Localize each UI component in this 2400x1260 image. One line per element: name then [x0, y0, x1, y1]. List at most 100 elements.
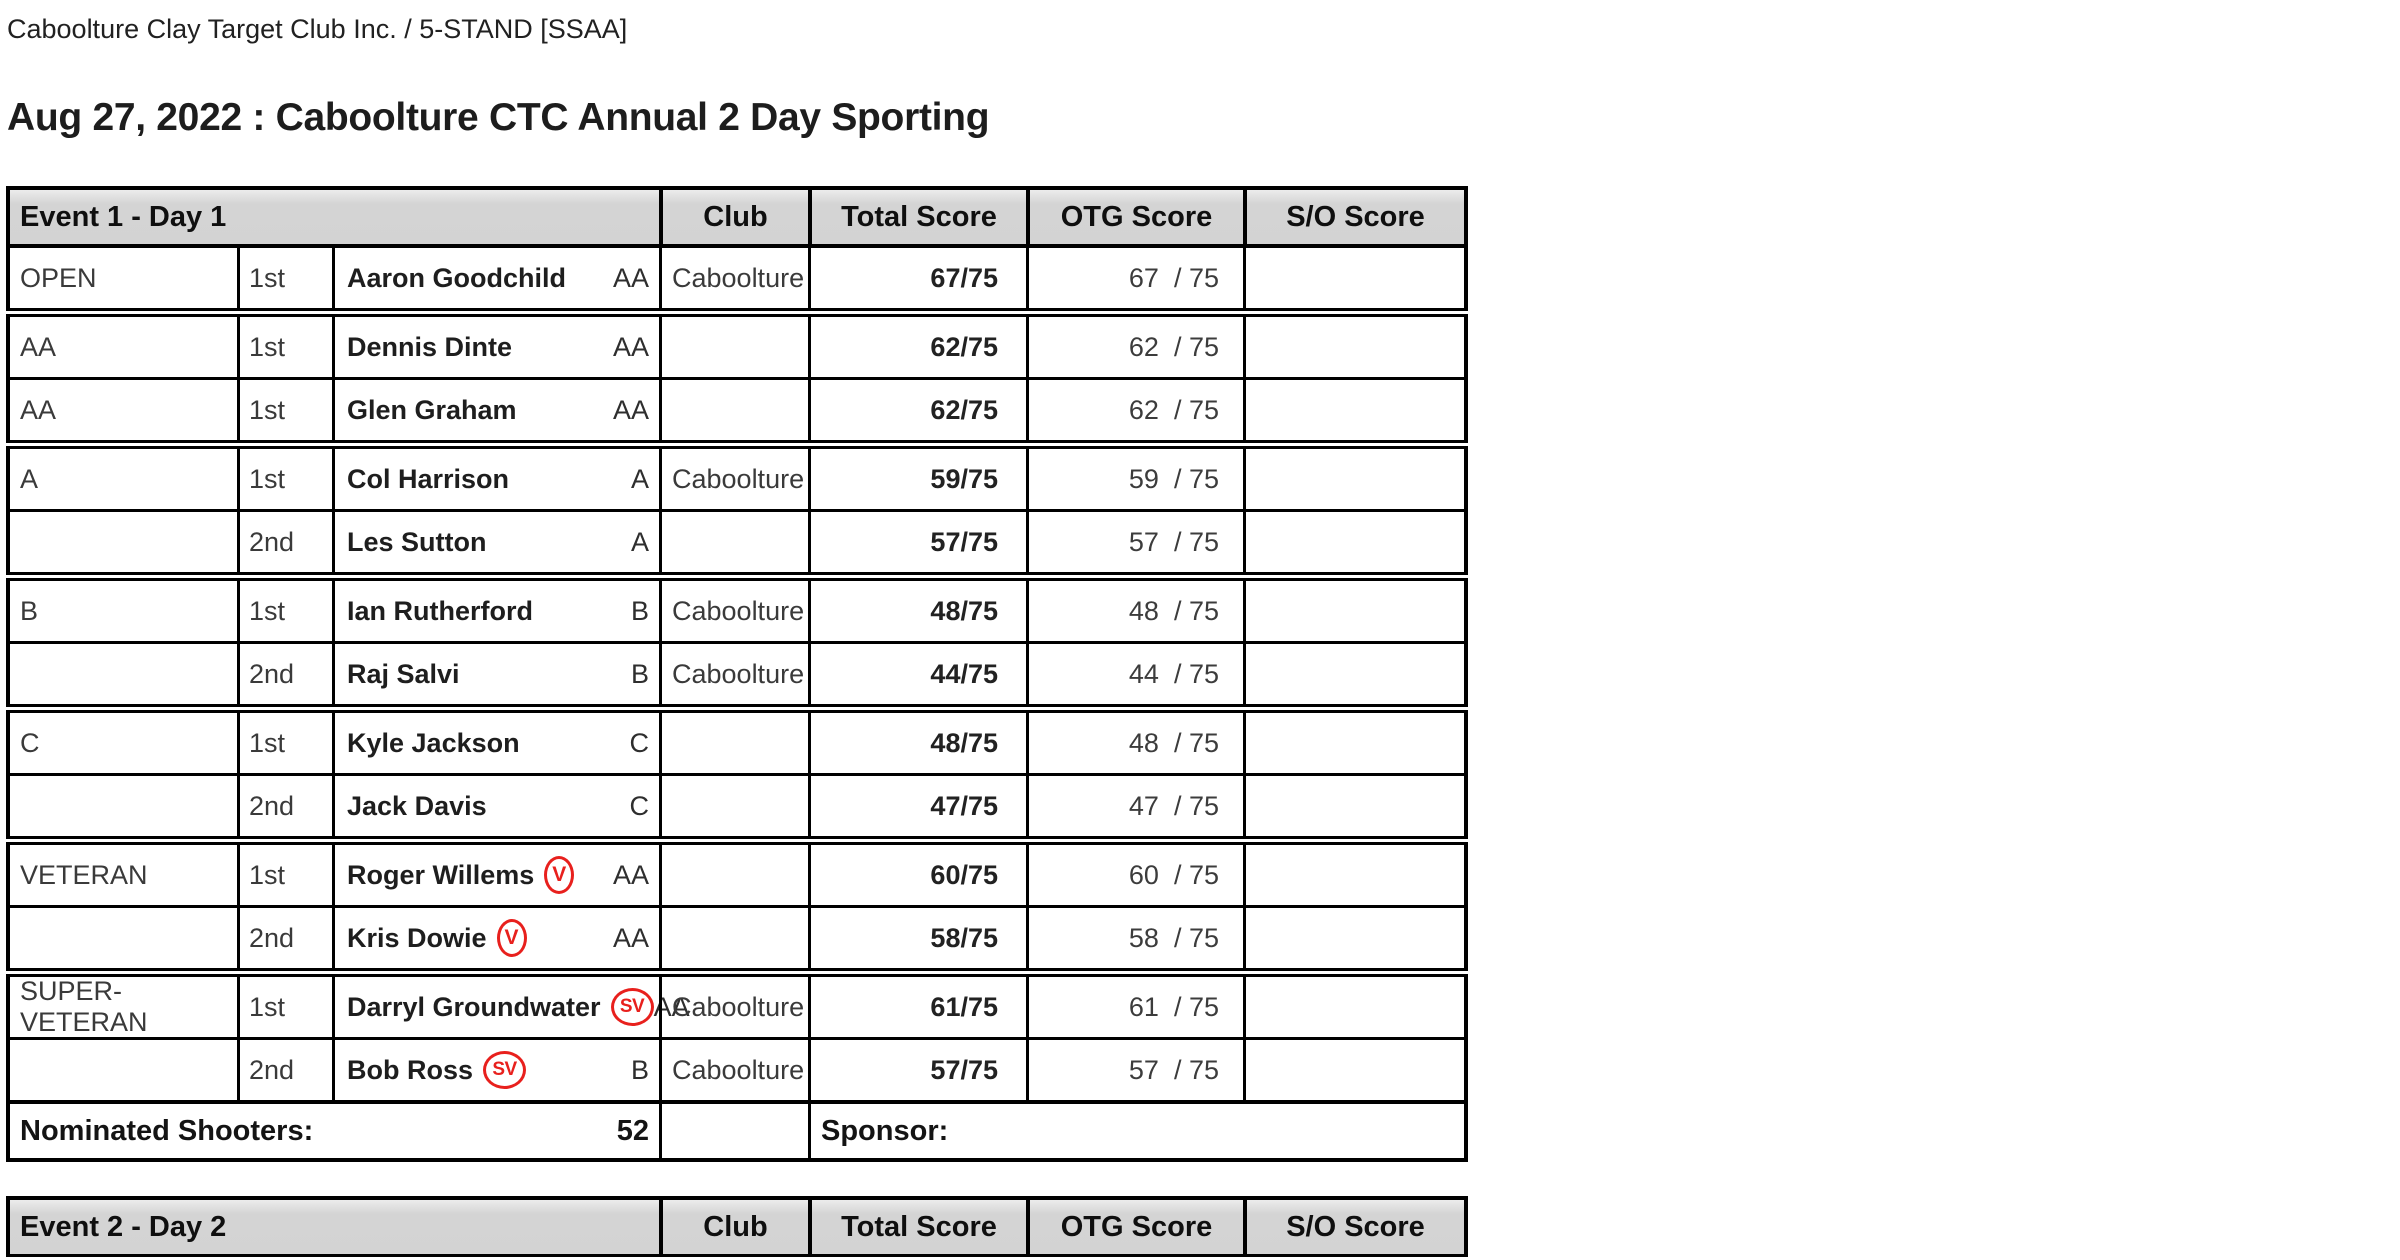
total-score-cell: 61/75	[808, 977, 1026, 1037]
event2-header-event: Event 2 - Day 2	[10, 1200, 659, 1254]
event2-header-total-score: Total Score	[808, 1200, 1026, 1254]
badge-letter: V	[504, 926, 519, 949]
category-group-c: C 1st Kyle Jackson C 48/75 48 / 75 2nd J	[6, 710, 1468, 839]
otg-value: 58	[1128, 922, 1159, 953]
club-cell	[659, 845, 808, 905]
table-row: B 1st Ian Rutherford B Caboolture 48/75 …	[10, 581, 1464, 641]
shooter-name: Aaron Goodchild	[347, 262, 566, 293]
total-score-cell: 47/75	[808, 776, 1026, 836]
so-score-cell	[1243, 1040, 1464, 1100]
table-row: 2nd Les Sutton A 57/75 57 / 75	[10, 509, 1464, 572]
total-score-cell: 59/75	[808, 449, 1026, 509]
category-group-veteran: VETERAN 1st Roger Willems V AA 60/75 60 …	[6, 842, 1468, 971]
name-cell: Aaron Goodchild AA	[332, 248, 659, 308]
name-cell: Ian Rutherford B	[332, 581, 659, 641]
otg-score-cell: 67 / 75	[1026, 248, 1243, 308]
club-cell	[659, 776, 808, 836]
table-row: 2nd Bob Ross SV B Caboolture 57/75 57 / …	[10, 1037, 1464, 1100]
otg-denominator: / 75	[1173, 331, 1219, 362]
event1-footer-row: Nominated Shooters: 52 Sponsor:	[6, 1101, 1468, 1162]
otg-score-cell: 62 / 75	[1026, 380, 1243, 440]
place-cell: 1st	[237, 248, 332, 308]
grade-label: B	[630, 1054, 649, 1085]
otg-value: 59	[1128, 463, 1159, 494]
table-row: A 1st Col Harrison A Caboolture 59/75 59…	[10, 449, 1464, 509]
category-cell	[10, 908, 237, 968]
place-cell: 2nd	[237, 512, 332, 572]
otg-score-cell: 60 / 75	[1026, 845, 1243, 905]
otg-value: 67	[1128, 262, 1159, 293]
total-score-cell: 62/75	[808, 317, 1026, 377]
name-cell: Dennis Dinte AA	[332, 317, 659, 377]
so-score-cell	[1243, 644, 1464, 704]
category-cell: AA	[20, 394, 57, 425]
place-cell: 2nd	[237, 1040, 332, 1100]
place-cell: 1st	[237, 317, 332, 377]
table-row: VETERAN 1st Roger Willems V AA 60/75 60 …	[10, 845, 1464, 905]
category-cell: B	[20, 595, 39, 626]
category-cell: VETERAN	[20, 859, 148, 890]
otg-denominator: / 75	[1173, 1054, 1219, 1085]
total-score-cell: 58/75	[808, 908, 1026, 968]
club-cell	[659, 380, 808, 440]
event2-header-row: Event 2 - Day 2 Club Total Score OTG Sco…	[6, 1196, 1468, 1257]
otg-score-cell: 44 / 75	[1026, 644, 1243, 704]
otg-denominator: / 75	[1173, 727, 1219, 758]
otg-score-cell: 48 / 75	[1026, 713, 1243, 773]
total-score-cell: 57/75	[808, 512, 1026, 572]
shooter-name: Jack Davis	[347, 790, 487, 821]
otg-score-cell: 57 / 75	[1026, 512, 1243, 572]
club-cell: Caboolture	[659, 1040, 808, 1100]
veteran-badge-icon: V	[544, 856, 575, 894]
event1-header-row: Event 1 - Day 1 Club Total Score OTG Sco…	[6, 186, 1468, 247]
badge-letter: V	[552, 863, 567, 886]
category-cell: SUPER-VETERAN	[20, 976, 148, 1037]
otg-denominator: / 75	[1173, 526, 1219, 557]
otg-value: 57	[1128, 526, 1159, 557]
place-cell: 2nd	[237, 776, 332, 836]
place-cell: 2nd	[237, 908, 332, 968]
event1-header-event: Event 1 - Day 1	[10, 190, 659, 244]
so-score-cell	[1243, 776, 1464, 836]
place-cell: 1st	[237, 977, 332, 1037]
otg-value: 48	[1128, 595, 1159, 626]
nominated-shooters-cell: Nominated Shooters: 52	[10, 1104, 659, 1158]
category-group-b: B 1st Ian Rutherford B Caboolture 48/75 …	[6, 578, 1468, 707]
otg-denominator: / 75	[1173, 595, 1219, 626]
otg-denominator: / 75	[1173, 262, 1219, 293]
category-group-super-veteran: SUPER-VETERAN 1st Darryl Groundwater SV …	[6, 974, 1468, 1103]
total-score-cell: 62/75	[808, 380, 1026, 440]
total-score-cell: 48/75	[808, 713, 1026, 773]
name-cell: Bob Ross SV B	[332, 1040, 659, 1100]
badge-letter: SV	[619, 996, 645, 1017]
category-cell: C	[20, 727, 40, 758]
otg-denominator: / 75	[1173, 658, 1219, 689]
category-group-a: A 1st Col Harrison A Caboolture 59/75 59…	[6, 446, 1468, 575]
place-cell: 1st	[237, 449, 332, 509]
table-row: 2nd Kris Dowie V AA 58/75 58 / 75	[10, 905, 1464, 968]
otg-score-cell: 58 / 75	[1026, 908, 1243, 968]
super-veteran-badge-icon: SV	[610, 988, 654, 1026]
club-cell	[659, 713, 808, 773]
name-cell: Raj Salvi B	[332, 644, 659, 704]
place-cell: 1st	[237, 581, 332, 641]
place-cell: 2nd	[237, 644, 332, 704]
shooter-name: Col Harrison	[347, 463, 510, 494]
total-score-cell: 44/75	[808, 644, 1026, 704]
grade-label: A	[630, 526, 649, 557]
table-row: C 1st Kyle Jackson C 48/75 48 / 75	[10, 713, 1464, 773]
place-cell: 1st	[237, 380, 332, 440]
table-row: OPEN 1st Aaron Goodchild AA Caboolture 6…	[10, 248, 1464, 308]
so-score-cell	[1243, 248, 1464, 308]
otg-value: 44	[1128, 658, 1159, 689]
footer-club-spacer	[659, 1104, 808, 1158]
so-score-cell	[1243, 908, 1464, 968]
event1-header-club: Club	[659, 190, 808, 244]
otg-denominator: / 75	[1173, 790, 1219, 821]
name-cell: Kris Dowie V AA	[332, 908, 659, 968]
category-group-open: OPEN 1st Aaron Goodchild AA Caboolture 6…	[6, 245, 1468, 311]
category-group-aa: AA 1st Dennis Dinte AA 62/75 62 / 75 AA …	[6, 314, 1468, 443]
otg-value: 47	[1128, 790, 1159, 821]
otg-value: 57	[1128, 1054, 1159, 1085]
